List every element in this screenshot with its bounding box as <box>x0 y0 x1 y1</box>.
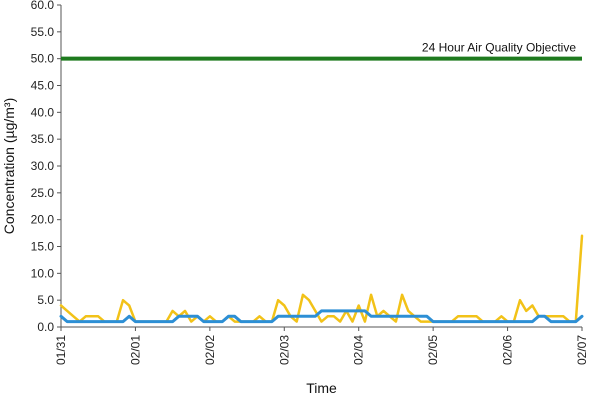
y-tick-label: 20.0 <box>31 213 55 227</box>
x-tick-label: 02/05 <box>426 335 440 365</box>
y-tick-label: 5.0 <box>37 293 54 307</box>
x-tick-label: 02/07 <box>575 335 589 365</box>
series-line-blue <box>59 309 584 324</box>
y-tick-label: 0.0 <box>37 320 54 334</box>
series-line-yellow <box>59 234 584 323</box>
x-tick-label: 02/04 <box>352 335 366 365</box>
y-axis: 0.0 5.0 10.0 15.0 20.0 25.0 30.0 35.0 40.0 45.0 50… <box>31 0 62 334</box>
y-tick-label: 35.0 <box>31 132 55 146</box>
x-tick-label: 01/31 <box>54 335 68 365</box>
y-tick-label: 55.0 <box>31 25 55 39</box>
y-tick-label: 45.0 <box>31 79 55 93</box>
x-tick-label: 02/03 <box>277 335 291 365</box>
y-tick-label: 60.0 <box>31 0 55 12</box>
y-tick-label: 30.0 <box>31 159 55 173</box>
x-tick-label: 02/01 <box>128 335 142 365</box>
y-tick-label: 25.0 <box>31 186 55 200</box>
x-tick-label: 02/06 <box>501 335 515 365</box>
y-tick-label: 50.0 <box>31 52 55 66</box>
y-tick-label: 10.0 <box>31 266 55 280</box>
x-tick-label: 02/02 <box>203 335 217 365</box>
objective-annotation: 24 Hour Air Quality Objective <box>422 41 576 55</box>
x-axis: 01/31 02/01 02/02 02/03 02/04 02/05 02/06 02/07 <box>54 326 589 365</box>
x-axis-title: Time <box>306 380 337 396</box>
y-tick-label: 15.0 <box>31 240 55 254</box>
y-axis-title: Concentration (µg/m³) <box>1 98 17 234</box>
y-tick-label: 40.0 <box>31 105 55 119</box>
series-group <box>59 234 584 324</box>
